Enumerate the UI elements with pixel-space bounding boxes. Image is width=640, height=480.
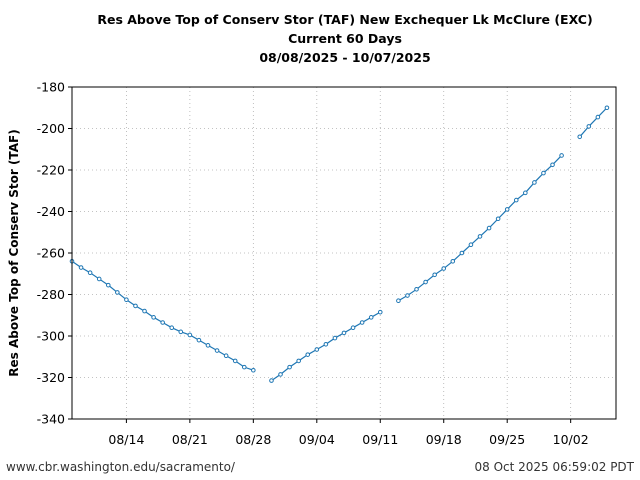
data-point: [87, 270, 93, 276]
data-point: [595, 114, 601, 120]
data-point: [169, 325, 175, 331]
data-point: [287, 364, 292, 370]
data-point: [359, 320, 365, 325]
data-point: [541, 170, 546, 176]
data-point: [314, 347, 320, 352]
y-tick-label: -320: [37, 370, 65, 385]
data-point: [368, 315, 374, 320]
data-point: [532, 180, 537, 185]
data-point: [133, 303, 138, 309]
data-point: [160, 320, 165, 325]
data-point: [78, 265, 84, 270]
x-tick-label: 09/25: [489, 432, 525, 447]
data-point: [432, 272, 437, 278]
data-point: [341, 330, 347, 336]
data-point: [513, 197, 519, 203]
y-tick-label: -180: [37, 80, 65, 95]
data-point: [115, 290, 120, 295]
x-tick-label: 10/02: [553, 432, 589, 447]
data-point: [414, 287, 419, 292]
data-point: [296, 358, 301, 364]
data-point: [396, 298, 401, 304]
data-point: [223, 353, 229, 359]
data-point: [124, 297, 129, 302]
series-segment: [579, 107, 608, 138]
data-point: [241, 364, 247, 370]
y-tick-label: -280: [37, 287, 65, 302]
y-axis-label: Res Above Top of Conserv Stor (TAF): [7, 129, 21, 376]
y-tick-label: -220: [37, 163, 65, 178]
data-point: [232, 358, 238, 364]
chart-title-block: Res Above Top of Conserv Stor (TAF) New …: [0, 10, 640, 67]
data-point: [423, 279, 428, 285]
chart-date-range: 08/08/2025 - 10/07/2025: [259, 50, 431, 65]
data-point: [604, 105, 610, 111]
data-point: [441, 266, 447, 271]
data-point: [332, 335, 338, 341]
x-tick-label: 09/04: [299, 432, 335, 447]
data-point: [350, 325, 356, 331]
data-point: [205, 343, 211, 348]
data-point: [495, 216, 501, 222]
data-point: [178, 329, 184, 335]
data-point: [459, 250, 465, 256]
data-point: [468, 242, 474, 247]
y-tick-label: -240: [37, 204, 65, 219]
data-point: [278, 372, 283, 377]
chart-subtitle: Current 60 Days: [288, 31, 402, 46]
data-point: [405, 293, 410, 298]
x-tick-label: 09/18: [426, 432, 462, 447]
series-segment: [398, 155, 563, 302]
y-tick-label: -300: [37, 329, 65, 344]
x-axis: 08/14 08/21 08/28 09/04 09/11 09/18 09/25 10/02: [108, 419, 589, 447]
data-point: [142, 308, 147, 314]
data-point: [305, 352, 311, 357]
data-point: [196, 337, 202, 343]
footer-timestamp: 08 Oct 2025 06:59:02 PDT: [474, 460, 634, 474]
data-point: [586, 124, 592, 129]
data-point: [559, 153, 564, 158]
data-point: [269, 378, 274, 383]
data-point: [105, 282, 111, 288]
y-tick-label: -200: [37, 121, 65, 136]
x-tick-label: 08/28: [235, 432, 271, 447]
y-tick-label: -260: [37, 246, 65, 261]
data-point: [550, 162, 555, 168]
data-point: [523, 190, 528, 196]
data-point: [214, 348, 220, 353]
data-point: [377, 309, 383, 315]
data-point: [187, 332, 193, 338]
data-point: [504, 207, 510, 212]
series-line: [69, 105, 610, 383]
data-point: [450, 259, 456, 264]
y-axis: -180 -200 -220 -240 -260 -280 -300 -320 -340: [37, 80, 72, 427]
data-point: [96, 276, 102, 282]
data-point: [477, 234, 483, 239]
data-point: [151, 315, 156, 320]
x-tick-label: 08/21: [172, 432, 208, 447]
data-point: [577, 134, 583, 140]
x-tick-label: 08/14: [108, 432, 144, 447]
chart-title: Res Above Top of Conserv Stor (TAF) New …: [97, 12, 593, 27]
data-point: [486, 225, 492, 231]
data-point: [323, 342, 329, 347]
footer-url[interactable]: www.cbr.washington.edu/sacramento/: [6, 460, 235, 474]
grid: [72, 86, 616, 420]
data-point: [251, 367, 256, 373]
y-tick-label: -340: [37, 412, 65, 427]
x-tick-label: 09/11: [362, 432, 398, 447]
